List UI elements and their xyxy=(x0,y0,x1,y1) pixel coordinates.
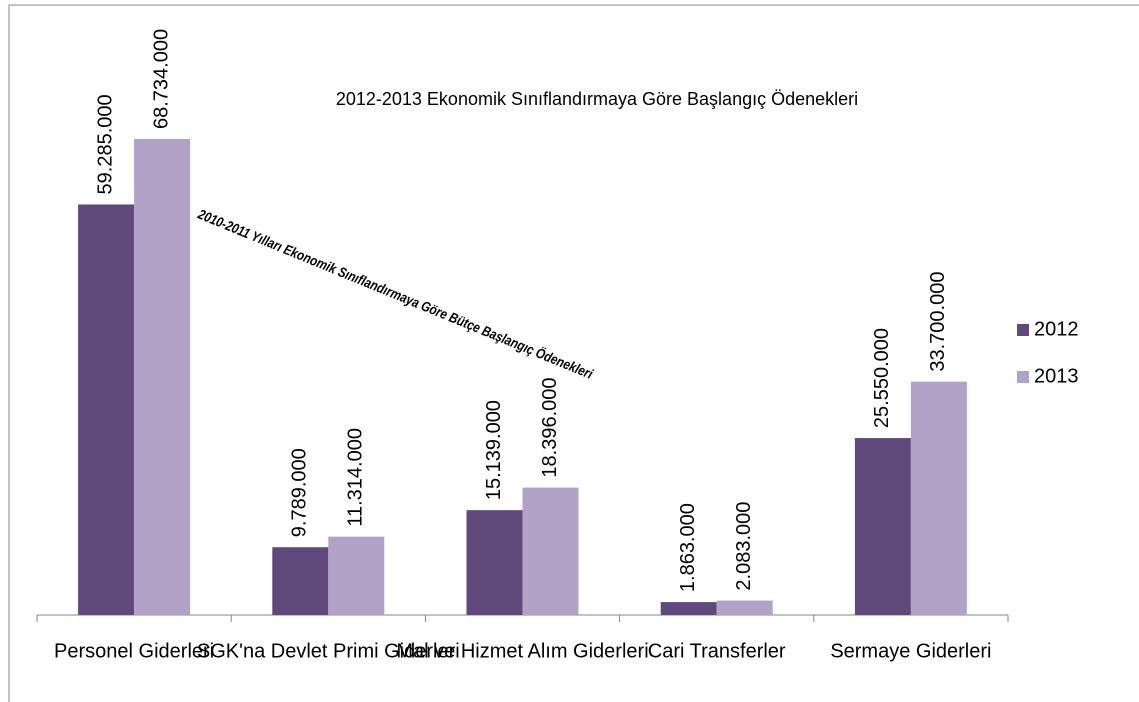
data-label: 68.734.000 xyxy=(150,29,172,129)
bar xyxy=(910,381,967,615)
data-label: 25.550.000 xyxy=(871,328,893,428)
x-tick-label: SGK'na Devlet Primi Giderleri xyxy=(197,640,460,662)
bar xyxy=(854,438,911,615)
legend-swatch xyxy=(1017,371,1029,383)
bar xyxy=(328,536,385,615)
data-label: 11.314.000 xyxy=(345,428,367,527)
chart-title: 2012-2013 Ekonomik Sınıflandırmaya Göre … xyxy=(336,89,858,109)
bar xyxy=(272,547,329,615)
legend-label: 2012 xyxy=(1034,318,1079,340)
x-tick-label: Mal ve Hizmet Alım Giderleri xyxy=(396,640,648,662)
data-label: 15.139.000 xyxy=(483,400,505,500)
bar xyxy=(78,204,135,616)
legend-swatch xyxy=(1017,324,1029,336)
bar xyxy=(134,139,191,616)
legend-label: 2013 xyxy=(1034,365,1079,387)
bar xyxy=(716,600,773,615)
x-tick-label: Sermaye Giderleri xyxy=(830,640,991,662)
bar xyxy=(466,510,523,615)
data-label: 18.396.000 xyxy=(539,377,561,477)
data-label: 9.789.000 xyxy=(289,448,311,537)
data-label: 1.863.000 xyxy=(677,503,699,592)
bar xyxy=(660,602,717,615)
x-tick-label: Cari Transferler xyxy=(648,640,786,662)
data-label: 2.083.000 xyxy=(733,502,755,591)
data-label: 59.285.000 xyxy=(94,94,116,194)
data-label: 33.700.000 xyxy=(927,272,949,372)
bar xyxy=(522,487,579,615)
x-tick-label: Personel Giderleri xyxy=(54,640,214,662)
